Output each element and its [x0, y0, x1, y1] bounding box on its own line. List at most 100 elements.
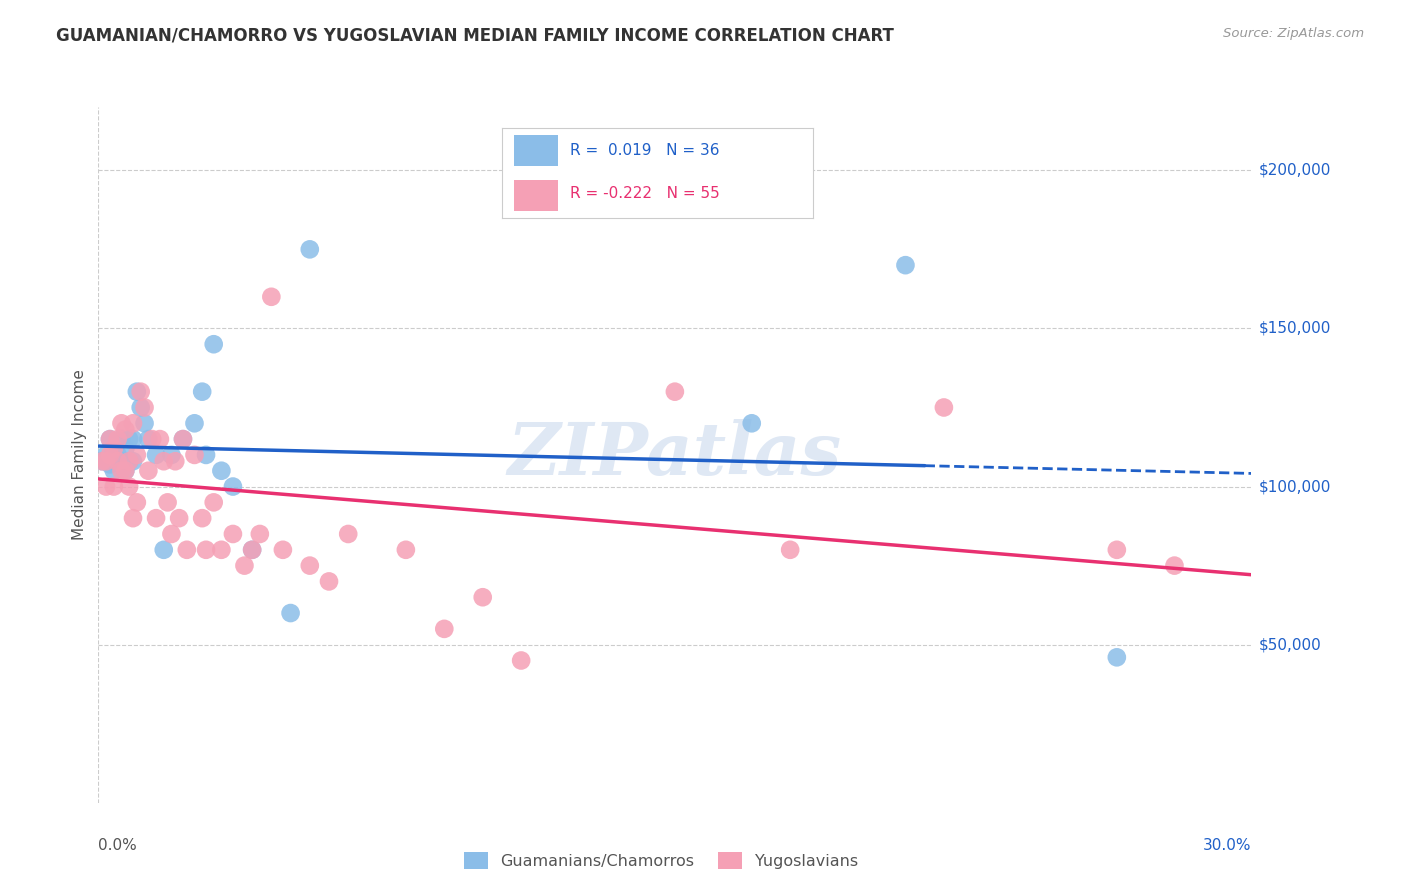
Point [240, 542, 263, 557]
Point [118, 454, 141, 468]
Point [134, 417, 156, 431]
Point [222, 527, 245, 541]
Point [94, 448, 117, 462]
Point [471, 591, 494, 605]
Text: Source: ZipAtlas.com: Source: ZipAtlas.com [1223, 27, 1364, 40]
Point [395, 542, 418, 557]
Point [98, 448, 121, 462]
Point [110, 464, 132, 478]
Legend: Guamanians/Chamorros, Yugoslavians: Guamanians/Chamorros, Yugoslavians [457, 846, 865, 875]
Point [172, 432, 194, 446]
Point [183, 417, 205, 431]
Point [107, 448, 129, 462]
Point [145, 511, 167, 525]
Point [280, 606, 302, 620]
Point [271, 542, 294, 557]
Point [125, 384, 148, 399]
Point [118, 432, 141, 446]
Point [222, 479, 245, 493]
Point [209, 464, 232, 478]
Point [91, 454, 114, 468]
Point [932, 401, 955, 415]
Text: $150,000: $150,000 [1258, 321, 1330, 336]
Point [152, 542, 174, 557]
Point [107, 454, 129, 468]
Point [98, 432, 121, 446]
Point [167, 511, 190, 525]
Point [149, 432, 172, 446]
Point [160, 527, 183, 541]
Text: $100,000: $100,000 [1258, 479, 1330, 494]
Point [1105, 542, 1128, 557]
Point [107, 454, 129, 468]
Point [298, 558, 321, 573]
Point [156, 495, 179, 509]
Point [433, 622, 456, 636]
Point [114, 464, 136, 478]
Point [110, 417, 132, 431]
Point [134, 401, 156, 415]
Point [94, 454, 117, 468]
Text: ZIPatlas: ZIPatlas [508, 419, 842, 491]
Point [114, 464, 136, 478]
Point [233, 558, 256, 573]
Point [298, 243, 321, 257]
Point [125, 495, 148, 509]
Point [129, 401, 152, 415]
Point [741, 417, 763, 431]
Point [110, 454, 132, 468]
Point [145, 448, 167, 462]
Point [195, 448, 218, 462]
Y-axis label: Median Family Income: Median Family Income [72, 369, 87, 541]
Point [260, 290, 283, 304]
Point [240, 542, 263, 557]
Point [103, 442, 125, 456]
Point [122, 417, 145, 431]
Point [165, 454, 187, 468]
Point [103, 442, 125, 456]
Point [138, 432, 160, 446]
Point [318, 574, 340, 589]
Point [91, 454, 114, 468]
Point [103, 479, 125, 493]
Point [160, 448, 183, 462]
Point [894, 258, 917, 272]
Point [122, 432, 145, 446]
Point [118, 479, 141, 493]
Point [141, 432, 163, 446]
Point [172, 432, 194, 446]
Point [114, 423, 136, 437]
Point [152, 454, 174, 468]
Point [94, 479, 117, 493]
Point [103, 464, 125, 478]
Text: $200,000: $200,000 [1258, 163, 1330, 178]
Point [337, 527, 360, 541]
Point [98, 458, 121, 472]
Point [125, 448, 148, 462]
Point [191, 384, 214, 399]
Point [1105, 650, 1128, 665]
Point [1163, 558, 1185, 573]
Point [118, 454, 141, 468]
Point [122, 511, 145, 525]
Point [122, 454, 145, 468]
Point [129, 384, 152, 399]
Point [249, 527, 271, 541]
Point [110, 432, 132, 446]
Point [114, 442, 136, 456]
Point [138, 464, 160, 478]
Point [664, 384, 686, 399]
Point [202, 337, 225, 351]
Point [779, 542, 801, 557]
Text: GUAMANIAN/CHAMORRO VS YUGOSLAVIAN MEDIAN FAMILY INCOME CORRELATION CHART: GUAMANIAN/CHAMORRO VS YUGOSLAVIAN MEDIAN… [56, 27, 894, 45]
Text: 0.0%: 0.0% [98, 838, 138, 854]
Point [195, 542, 218, 557]
Point [209, 542, 232, 557]
Point [107, 432, 129, 446]
Text: $50,000: $50,000 [1258, 637, 1322, 652]
Point [98, 432, 121, 446]
Point [176, 542, 198, 557]
Point [202, 495, 225, 509]
Point [510, 653, 533, 667]
Point [183, 448, 205, 462]
